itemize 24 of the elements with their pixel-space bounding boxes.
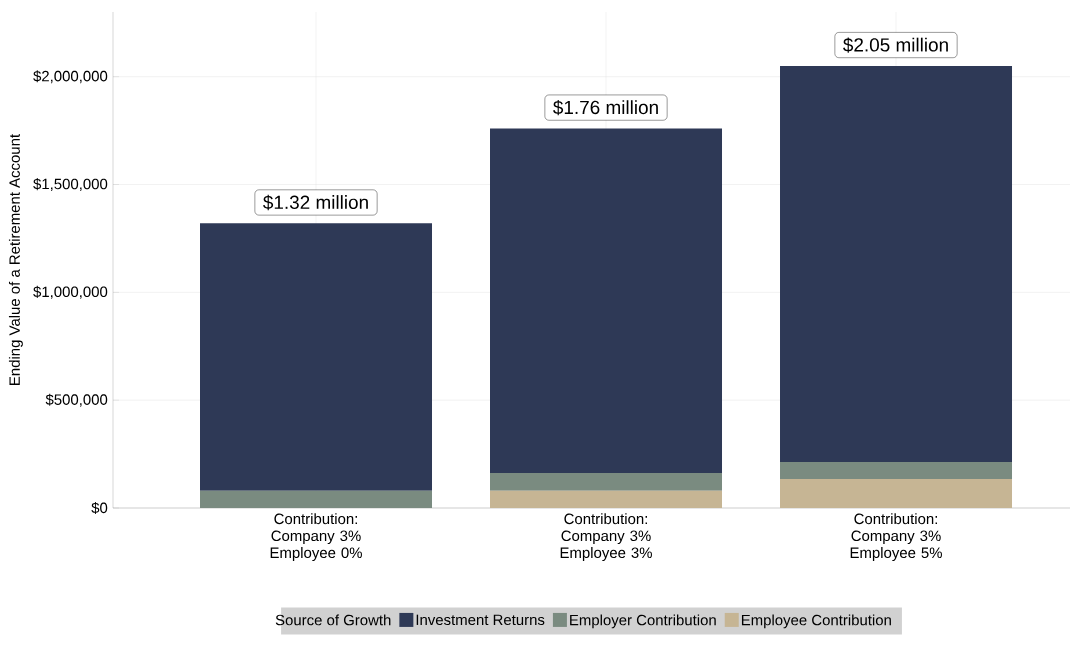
total-label: $2.05 million [843,37,948,53]
legend-label: Employee Contribution [741,614,891,629]
total-label: $1.76 million [553,99,658,116]
y-tick-label: $0 [91,501,108,515]
total-label: $1.32 million [263,194,368,211]
bar [780,462,1013,479]
y-tick-label: $1,500,000 [33,178,108,191]
y-tick-label: $500,000 [45,393,108,407]
bar [780,65,1013,463]
bar [490,473,723,491]
y-tick-label: $2,000,000 [33,70,108,84]
x-tick-label: Contribution: Company 3% Employee 3% [560,513,652,561]
legend-label: Employer Contribution [570,614,716,629]
legend-label: Investment Returns [416,614,545,626]
y-tick-label: $1,000,000 [33,285,108,299]
bar [780,478,1013,508]
bar [490,490,723,508]
x-tick-label: Contribution: Company 3% Employee 5% [850,513,942,561]
bar [490,128,723,474]
legend-title: Source of Growth [275,614,391,626]
y-axis-title: Ending Value of a Retirement Account [8,134,23,385]
x-tick-label: Contribution: Company 3% Employee 0% [270,513,362,561]
bar [200,490,432,508]
bar [200,223,432,491]
